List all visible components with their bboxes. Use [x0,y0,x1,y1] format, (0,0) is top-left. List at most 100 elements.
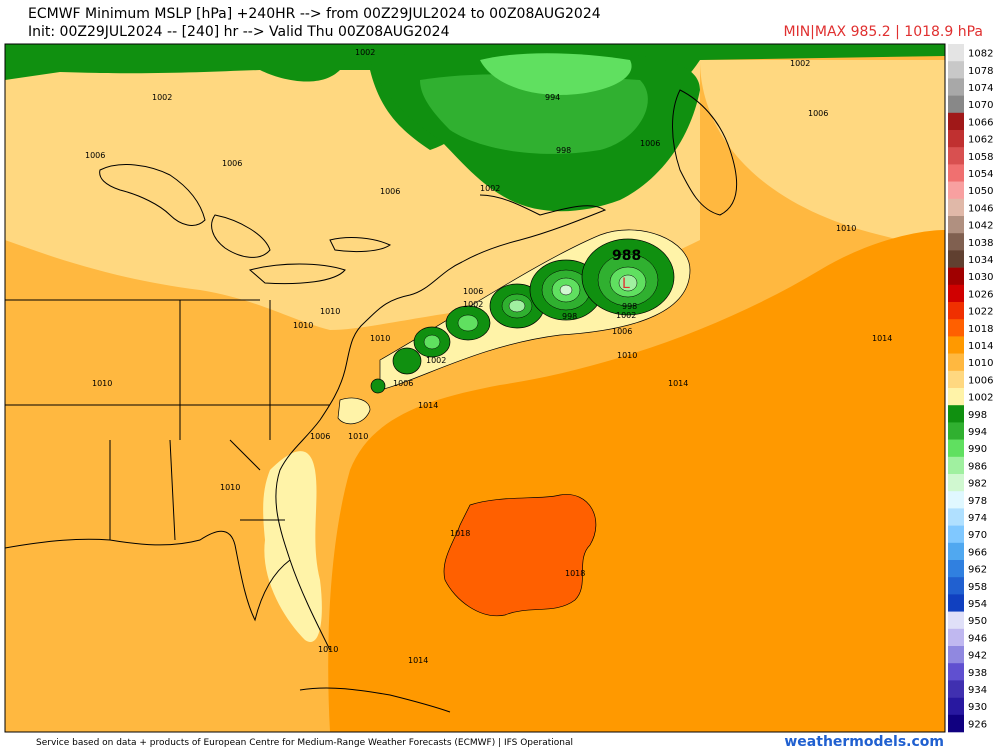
colorbar: 1082 1078 1074 1070 1066 1062 1058 1054 1050 1046… [948,44,993,733]
legend-label: 1018 [968,324,993,335]
contour-label: 1006 [85,151,105,160]
legend-label: 974 [968,513,987,524]
legend-swatch [948,302,964,320]
contour-label: 1006 [310,432,330,441]
legend-swatch [948,216,964,234]
contour-label: 1006 [222,159,242,168]
map: 1002 1002 1006 1006 1006 994 998 1002 10… [4,43,946,733]
legend-swatch [948,164,964,182]
title: ECMWF Minimum MSLP [hPa] +240HR --> from… [28,6,601,22]
legend-swatch [948,422,964,440]
legend-swatch [948,439,964,458]
legend-label: 1026 [968,289,993,300]
field-1006 [5,44,945,280]
legend-swatch [948,646,964,664]
legend-swatch [948,336,964,354]
legend-label: 1038 [968,238,993,249]
legend-swatch [948,542,964,561]
legend-label: 926 [968,719,987,730]
legend-label: 958 [968,582,987,593]
legend-label: 954 [968,599,987,610]
legend-label: 1070 [968,100,993,111]
contour-label: 1010 [320,307,340,316]
legend-swatch [948,611,964,630]
legend-swatch [948,44,964,62]
contour-label: 1002 [616,311,636,320]
legend-swatch [948,319,964,337]
legend-swatch [948,353,964,372]
legend-swatch [948,491,964,509]
contour-label: 994 [545,93,560,102]
legend-swatch [948,405,964,423]
contour-label: 1010 [318,645,338,654]
legend-swatch [948,181,964,200]
legend-label: 962 [968,565,987,576]
field-1002 [263,451,322,642]
legend-swatch [948,560,964,578]
legend-label: 1062 [968,135,993,146]
coastlines [5,89,738,713]
contour-label: 1010 [293,321,313,330]
legend-swatch [948,714,964,733]
contour-label: 1014 [668,379,688,388]
contour-label: 1014 [418,401,438,410]
low-track [370,238,675,394]
legend-swatch [948,147,964,165]
contour-label: 1010 [220,483,240,492]
field-994 [420,74,648,154]
credit: Service based on data + products of Euro… [36,738,573,748]
legend-swatch [948,456,964,475]
legend-label: 946 [968,633,987,644]
contour-label: 1002 [480,184,500,193]
contour-label: 1006 [463,287,483,296]
legend-swatch [948,284,964,303]
legend-swatch [948,680,964,698]
legend-label: 1058 [968,152,993,163]
legend-label: 942 [968,651,987,662]
contour-label: 1006 [808,109,828,118]
legend-swatch [948,508,964,526]
legend-swatch [948,61,964,79]
legend-label: 1078 [968,66,993,77]
legend-swatch [948,112,964,131]
legend-label: 938 [968,668,987,679]
field-990 [480,53,632,95]
field-1018 [443,494,597,617]
legend-swatch [948,577,964,595]
legend-label: 986 [968,461,987,472]
contour-label: 1002 [463,300,483,309]
contour-label: 1002 [152,93,172,102]
legend-swatch [948,697,964,716]
legend-swatch [948,233,964,251]
legend-label: 930 [968,702,987,713]
legend-swatch [948,370,964,389]
legend-label: 970 [968,530,987,541]
contour-label: 998 [562,312,577,321]
legend-label: 994 [968,427,987,438]
legend-swatch [948,525,964,544]
contour-label: 1006 [380,187,400,196]
contour-label: 1010 [370,334,390,343]
low-marker: L [622,276,630,292]
contour-label: 1006 [393,379,413,388]
legend-label: 1050 [968,186,993,197]
legend-label: 1002 [968,393,993,404]
legend-label: 1082 [968,49,993,60]
legend-swatch [948,130,964,148]
legend-label: 990 [968,444,987,455]
legend-label: 1042 [968,221,993,232]
legend-label: 982 [968,479,987,490]
contour-label: 1014 [408,656,428,665]
legend-label: 1006 [968,375,993,386]
legend-label: 1022 [968,307,993,318]
legend-label: 1066 [968,117,993,128]
min-max: MIN|MAX 985.2 | 1018.9 hPa [784,24,984,40]
contour-label: 1002 [790,59,810,68]
low-value: 988 [612,248,641,264]
legend-label: 1074 [968,83,993,94]
legend-swatch [948,267,964,286]
contour-label: 1010 [348,432,368,441]
legend-swatch [948,95,964,114]
